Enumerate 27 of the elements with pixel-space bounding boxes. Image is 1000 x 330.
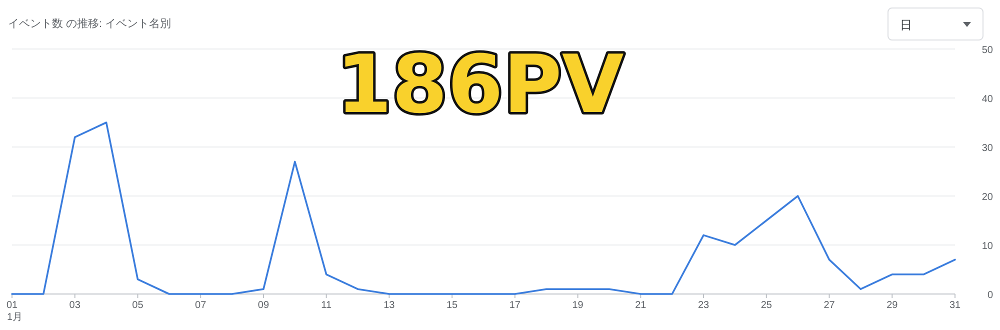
y-tick-label: 50 [982,45,994,56]
text: 1月 [7,312,23,323]
x-tick-label: 23 [698,300,710,311]
chart-title: イベント数 の推移: イベント名別 [8,18,172,30]
x-tick-label: 13 [384,300,396,311]
x-tick-label: 29 [886,300,898,311]
x-tick-label: 17 [509,300,521,311]
annotation: 186PV [336,38,624,131]
x-tick-label: 21 [635,300,647,311]
line-series [11,122,956,295]
x-tick-label: 25 [760,300,772,311]
y-tick-label: 30 [982,143,994,154]
x-tick-label: 09 [258,300,270,311]
x-tick-label: 19 [572,300,584,311]
x-tick-label: 07 [195,300,207,311]
y-tick-label: 20 [982,192,994,203]
x-tick-label: 01 [6,300,18,311]
y-tick-label: 40 [982,94,994,105]
x-tick-label: 15 [446,300,458,311]
x-tick-label: 03 [69,300,81,311]
y-tick-label: 10 [982,241,994,252]
x-tick-label: 11 [321,300,332,311]
x-tick-label: 31 [949,300,961,311]
y-tick-label: 0 [987,290,994,301]
x-tick-label: 05 [132,300,144,311]
x-tick-label: 27 [824,300,836,311]
text: 日 [900,18,912,32]
